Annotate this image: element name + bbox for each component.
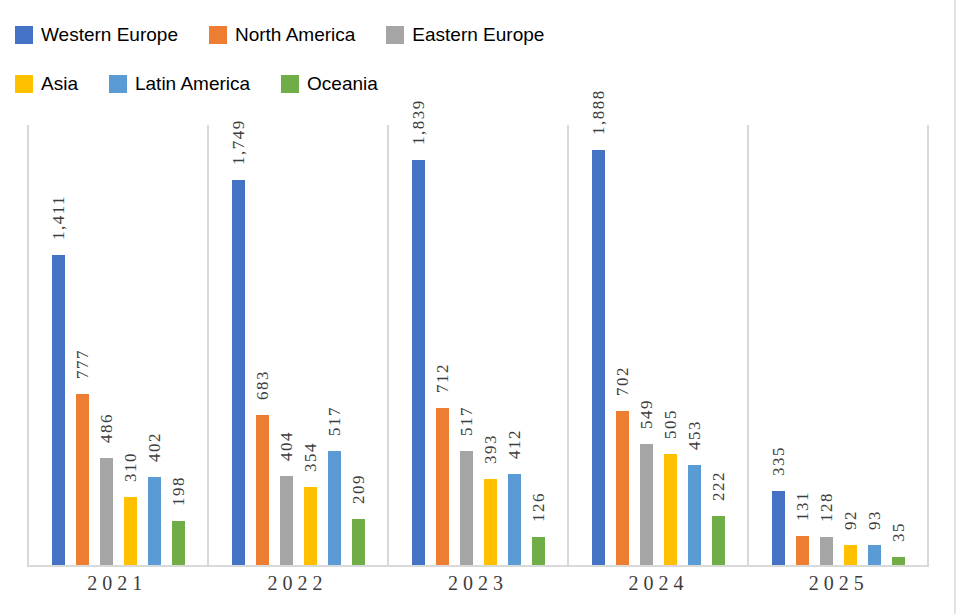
- bar: 505: [664, 454, 677, 565]
- bar-value-label: 92: [842, 510, 859, 530]
- bar: 198: [172, 521, 185, 565]
- bar-chart: Western Europe North America Eastern Europ…: [0, 0, 958, 614]
- bar: 1,749: [232, 180, 245, 565]
- bar-value-label: 453: [686, 420, 703, 450]
- x-axis-label: 2023: [388, 572, 568, 595]
- bar: 777: [76, 394, 89, 565]
- legend-row: Western Europe North America Eastern Europ…: [15, 25, 575, 46]
- bar-value-label: 404: [278, 431, 295, 461]
- plot-area: 1,411 777 486 310 402 198 1,749 683 404 354 517 209…: [27, 125, 929, 567]
- bar-value-label: 209: [350, 474, 367, 504]
- legend-row: Asia Latin America Oceania: [15, 74, 575, 95]
- legend-item: Western Europe: [15, 25, 178, 46]
- bar: 310: [124, 497, 137, 565]
- x-axis-label: 2022: [207, 572, 387, 595]
- legend-item: Latin America: [109, 74, 250, 95]
- chart-frame-right-border: [954, 0, 956, 614]
- bar: 404: [280, 476, 293, 565]
- legend-label: Eastern Europe: [412, 25, 544, 46]
- bar-value-label: 35: [890, 522, 907, 542]
- bar: 549: [640, 444, 653, 565]
- legend-item: Asia: [15, 74, 78, 95]
- bar: 402: [148, 477, 161, 565]
- bar: 354: [304, 487, 317, 565]
- legend-label: Oceania: [307, 74, 378, 95]
- bar-value-label: 93: [866, 510, 883, 530]
- category-pane: 1,749 683 404 354 517 209: [209, 125, 389, 565]
- bar: 702: [616, 411, 629, 565]
- bar-value-label: 517: [458, 406, 475, 436]
- bar-value-label: 702: [614, 366, 631, 396]
- x-axis-label: 2021: [27, 572, 207, 595]
- bar-value-label: 222: [710, 471, 727, 501]
- legend-swatch-icon: [209, 26, 227, 44]
- bar-value-label: 402: [146, 432, 163, 462]
- bar: 683: [256, 415, 269, 565]
- legend-item: Oceania: [281, 74, 378, 95]
- bar: 222: [712, 516, 725, 565]
- bar-value-label: 505: [662, 409, 679, 439]
- bar: 335: [772, 491, 785, 565]
- category-pane: 335 131 128 92 93 35: [749, 125, 929, 565]
- bar: 412: [508, 474, 521, 565]
- bar-value-label: 777: [74, 349, 91, 379]
- legend-swatch-icon: [109, 75, 127, 93]
- bar: 453: [688, 465, 701, 565]
- bar-value-label: 517: [326, 406, 343, 436]
- category-pane: 1,839 712 517 393 412 126: [389, 125, 569, 565]
- x-axis: 20212022202320242025: [27, 572, 929, 595]
- legend-item: North America: [209, 25, 355, 46]
- bar: 128: [820, 537, 833, 565]
- bar: 486: [100, 458, 113, 565]
- bar-value-label: 335: [770, 446, 787, 476]
- bar: 93: [868, 545, 881, 566]
- bar-value-label: 1,839: [410, 100, 427, 146]
- legend-label: Asia: [41, 74, 78, 95]
- legend-swatch-icon: [15, 75, 33, 93]
- bar: 35: [892, 557, 905, 565]
- bar: 712: [436, 408, 449, 565]
- bar: 209: [352, 519, 365, 565]
- bar-value-label: 131: [794, 491, 811, 521]
- chart-legend: Western Europe North America Eastern Europ…: [15, 25, 575, 123]
- bar-value-label: 354: [302, 442, 319, 472]
- category-pane: 1,888 702 549 505 453 222: [569, 125, 749, 565]
- legend-item: Eastern Europe: [386, 25, 544, 46]
- x-axis-label: 2024: [568, 572, 748, 595]
- bar: 393: [484, 479, 497, 566]
- legend-label: Latin America: [135, 74, 250, 95]
- bar-value-label: 549: [638, 399, 655, 429]
- bar-value-label: 128: [818, 492, 835, 522]
- bar-value-label: 712: [434, 363, 451, 393]
- bar-value-label: 198: [170, 476, 187, 506]
- bar-value-label: 412: [506, 429, 523, 459]
- legend-label: Western Europe: [41, 25, 178, 46]
- bar: 517: [328, 451, 341, 565]
- bar-value-label: 393: [482, 434, 499, 464]
- bar-value-label: 486: [98, 413, 115, 443]
- bar: 517: [460, 451, 473, 565]
- bar-value-label: 310: [122, 452, 139, 482]
- bar: 126: [532, 537, 545, 565]
- legend-label: North America: [235, 25, 355, 46]
- bar: 1,411: [52, 255, 65, 565]
- legend-swatch-icon: [15, 26, 33, 44]
- bar: 1,839: [412, 160, 425, 565]
- x-axis-label: 2025: [749, 572, 929, 595]
- bar-value-label: 1,888: [590, 89, 607, 135]
- bar: 131: [796, 536, 809, 565]
- legend-swatch-icon: [386, 26, 404, 44]
- bar-value-label: 683: [254, 370, 271, 400]
- bar-value-label: 126: [530, 492, 547, 522]
- legend-swatch-icon: [281, 75, 299, 93]
- bar: 92: [844, 545, 857, 565]
- bar-value-label: 1,749: [230, 119, 247, 165]
- category-pane: 1,411 777 486 310 402 198: [29, 125, 209, 565]
- bar-value-label: 1,411: [50, 194, 67, 239]
- bar: 1,888: [592, 150, 605, 565]
